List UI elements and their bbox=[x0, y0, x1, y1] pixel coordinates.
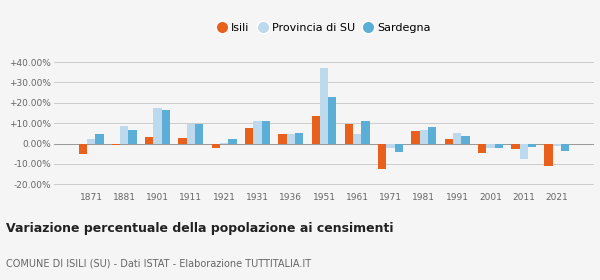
Bar bbox=[353, 134, 361, 144]
Legend: Isili, Provincia di SU, Sardegna: Isili, Provincia di SU, Sardegna bbox=[213, 18, 435, 38]
Bar bbox=[320, 68, 328, 144]
Bar bbox=[212, 144, 220, 148]
Bar bbox=[428, 127, 436, 144]
Bar bbox=[445, 139, 453, 144]
Bar bbox=[87, 139, 95, 144]
Bar bbox=[145, 137, 154, 144]
Bar bbox=[544, 144, 553, 166]
Bar bbox=[395, 144, 403, 152]
Bar bbox=[328, 97, 337, 144]
Bar bbox=[345, 124, 353, 144]
Bar bbox=[412, 131, 419, 144]
Bar bbox=[553, 144, 561, 146]
Text: Variazione percentuale della popolazione ai censimenti: Variazione percentuale della popolazione… bbox=[6, 222, 394, 235]
Bar bbox=[386, 144, 395, 148]
Bar bbox=[154, 108, 162, 144]
Bar bbox=[461, 136, 470, 144]
Bar bbox=[494, 144, 503, 148]
Bar bbox=[253, 121, 262, 144]
Bar bbox=[486, 144, 494, 148]
Bar bbox=[378, 144, 386, 169]
Bar bbox=[361, 121, 370, 144]
Bar bbox=[453, 133, 461, 144]
Bar bbox=[561, 144, 569, 151]
Bar bbox=[120, 126, 128, 144]
Bar bbox=[478, 144, 486, 153]
Bar bbox=[311, 116, 320, 144]
Bar bbox=[245, 128, 253, 144]
Text: COMUNE DI ISILI (SU) - Dati ISTAT - Elaborazione TUTTITALIA.IT: COMUNE DI ISILI (SU) - Dati ISTAT - Elab… bbox=[6, 258, 311, 268]
Bar bbox=[262, 121, 270, 144]
Bar bbox=[287, 134, 295, 144]
Bar bbox=[128, 130, 137, 144]
Bar bbox=[229, 139, 236, 144]
Bar bbox=[528, 144, 536, 147]
Bar bbox=[112, 144, 120, 145]
Bar bbox=[278, 134, 287, 144]
Bar bbox=[419, 130, 428, 144]
Bar bbox=[295, 133, 303, 144]
Bar bbox=[187, 124, 195, 144]
Bar bbox=[520, 144, 528, 159]
Bar bbox=[178, 139, 187, 144]
Bar bbox=[79, 144, 87, 154]
Bar bbox=[195, 124, 203, 144]
Bar bbox=[220, 143, 229, 144]
Bar bbox=[95, 134, 104, 144]
Bar bbox=[162, 110, 170, 144]
Bar bbox=[511, 144, 520, 149]
